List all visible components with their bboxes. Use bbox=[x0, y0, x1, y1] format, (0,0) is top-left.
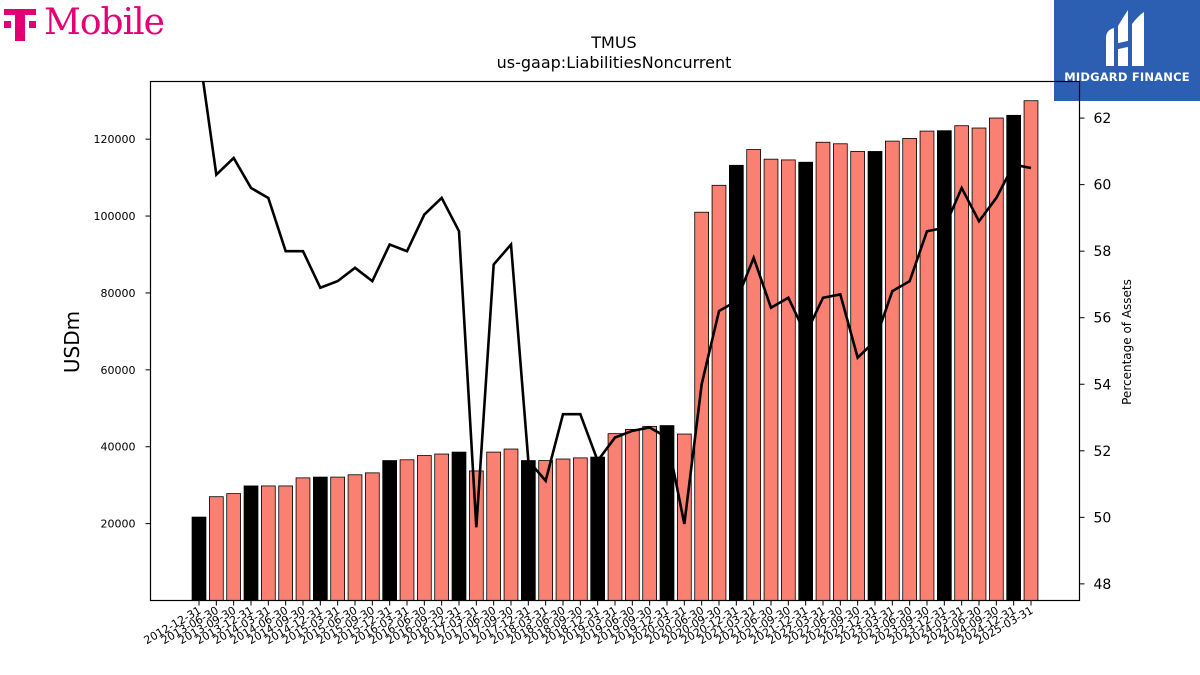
bar-2023-09-30 bbox=[919, 130, 935, 601]
t-mobile-logo: Mobile bbox=[4, 2, 184, 46]
bar-2022-09-30 bbox=[850, 151, 865, 601]
bar-2024-12-31 bbox=[1006, 114, 1021, 601]
bar-2019-03-31 bbox=[607, 433, 623, 601]
y-tick-label: 100000 bbox=[94, 210, 136, 223]
bar-2014-09-30 bbox=[295, 477, 311, 601]
y2-tick-label: 56 bbox=[1094, 311, 1112, 327]
bar-2020-12-31 bbox=[729, 164, 744, 601]
bar-2018-12-31 bbox=[590, 456, 605, 601]
bar-2014-06-30 bbox=[278, 485, 294, 601]
y2-tick-label: 48 bbox=[1094, 577, 1112, 593]
bar-2021-12-31 bbox=[798, 161, 813, 601]
bar-2015-12-31 bbox=[382, 460, 398, 601]
bar-2021-06-30 bbox=[763, 158, 779, 601]
bars-layer bbox=[191, 100, 1039, 601]
bar-2020-06-30 bbox=[694, 211, 709, 601]
bar-2022-06-30 bbox=[833, 143, 848, 601]
percentage-line bbox=[201, 81, 1032, 528]
bar-2017-06-30 bbox=[486, 451, 502, 601]
midgard-finance-logo: MIDGARD FINANCE bbox=[1054, 0, 1200, 101]
bar-2023-03-31 bbox=[885, 140, 900, 601]
brand-name: Mobile bbox=[44, 2, 165, 43]
y-axis-right: 48 50 52 54 56 58 60 62 bbox=[1079, 111, 1112, 593]
y-tick-label: 120000 bbox=[94, 133, 136, 146]
y2-axis-label: Percentage of Assets bbox=[1120, 279, 1134, 405]
midgard-emblem-icon bbox=[1106, 10, 1144, 66]
bar-2019-06-30 bbox=[625, 429, 640, 601]
t-logo-dot-left bbox=[4, 21, 11, 28]
y-tick-label: 40000 bbox=[101, 441, 136, 454]
bar-2024-06-30 bbox=[971, 127, 987, 601]
bar-2019-12-31 bbox=[659, 425, 675, 601]
bar-2022-12-31 bbox=[867, 151, 883, 601]
y-tick-label: 60000 bbox=[101, 364, 136, 377]
y2-tick-label: 58 bbox=[1094, 244, 1112, 260]
y-tick-label: 80000 bbox=[101, 287, 136, 300]
bar-2016-12-31 bbox=[451, 451, 467, 601]
bar-2013-06-30 bbox=[208, 496, 224, 601]
bar-2017-03-31 bbox=[468, 470, 484, 601]
bar-2020-09-30 bbox=[711, 184, 727, 601]
bar-2016-03-31 bbox=[399, 459, 415, 601]
t-logo-stem bbox=[15, 9, 25, 41]
bar-2021-03-31 bbox=[746, 149, 761, 601]
bar-2015-06-30 bbox=[347, 474, 363, 601]
t-logo-dot-right bbox=[29, 21, 36, 28]
bar-2015-09-30 bbox=[364, 472, 380, 601]
bar-2013-12-31 bbox=[243, 485, 259, 601]
chart-title: TMUS bbox=[590, 33, 636, 52]
sponsor-name: MIDGARD FINANCE bbox=[1064, 70, 1190, 84]
y-tick-label: 20000 bbox=[101, 518, 136, 531]
y2-tick-label: 54 bbox=[1094, 377, 1112, 393]
bar-2016-09-30 bbox=[434, 453, 450, 601]
bar-2013-09-30 bbox=[226, 493, 241, 601]
bar-2021-09-30 bbox=[781, 159, 796, 601]
y2-tick-label: 60 bbox=[1094, 178, 1112, 194]
bar-2015-03-31 bbox=[330, 476, 346, 601]
bar-2018-06-30 bbox=[555, 458, 571, 601]
bar-2017-09-30 bbox=[503, 448, 519, 601]
y2-tick-label: 50 bbox=[1094, 510, 1112, 526]
bar-2017-12-31 bbox=[521, 460, 536, 601]
bar-2016-06-30 bbox=[416, 455, 432, 601]
chart-subtitle: us-gaap:LiabilitiesNoncurrent bbox=[497, 53, 732, 72]
bar-2019-09-30 bbox=[642, 425, 657, 601]
bar-2014-12-31 bbox=[312, 476, 328, 601]
y-axis-label: USDm bbox=[60, 311, 84, 373]
y2-tick-label: 62 bbox=[1094, 111, 1112, 127]
bar-2012-12-31 bbox=[191, 516, 207, 601]
bar-2023-12-31 bbox=[937, 130, 952, 601]
bar-2022-03-31 bbox=[815, 141, 831, 601]
bar-2025-03-31 bbox=[1023, 100, 1039, 601]
bar-2023-06-30 bbox=[902, 137, 917, 601]
y-axis-left: 20000 40000 60000 80000 100000 120000 bbox=[94, 133, 151, 531]
bar-2018-09-30 bbox=[573, 457, 588, 601]
bar-2014-03-31 bbox=[260, 485, 276, 601]
x-axis: 2012-12-312013-06-302013-09-302013-12-31… bbox=[142, 600, 1036, 647]
y2-tick-label: 52 bbox=[1094, 444, 1112, 460]
